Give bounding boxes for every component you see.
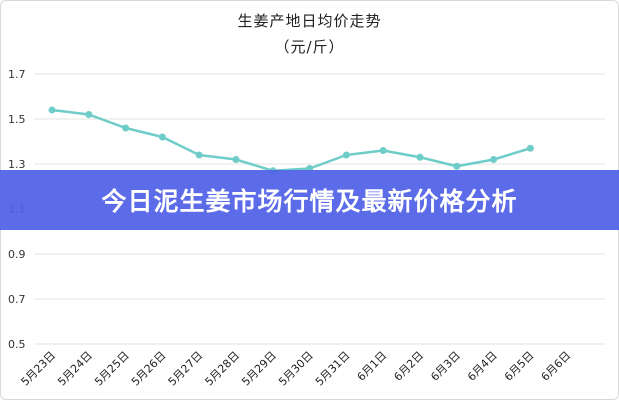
y-tick-label: 0.7 — [8, 293, 26, 306]
chart-subtitle: （元/斤） — [274, 38, 345, 56]
x-tick-label: 5月23日 — [19, 349, 59, 389]
data-point — [48, 106, 56, 114]
data-point — [232, 156, 240, 163]
x-tick-label: 5月29日 — [239, 349, 279, 389]
x-tick-label: 5月27日 — [166, 349, 206, 389]
y-tick-label: 1.5 — [8, 113, 26, 126]
chart-title: 生姜产地日均价走势 — [237, 12, 382, 30]
data-point — [379, 147, 387, 154]
headline-text: 今日泥生姜市场行情及最新价格分析 — [101, 187, 518, 216]
x-tick-label: 6月3日 — [428, 349, 463, 384]
x-tick-label: 5月28日 — [203, 349, 243, 389]
x-tick-label: 5月25日 — [92, 349, 132, 389]
x-tick-label: 5月31日 — [313, 349, 353, 389]
x-tick-label: 6月4日 — [465, 349, 500, 384]
y-tick-label: 1.3 — [8, 158, 26, 171]
x-tick-label: 6月2日 — [391, 349, 426, 384]
data-point — [122, 124, 130, 132]
data-point — [85, 111, 93, 118]
x-tick-label: 6月5日 — [502, 349, 537, 384]
data-point — [342, 151, 350, 159]
data-point — [158, 133, 166, 141]
x-tick-label: 5月30日 — [276, 349, 316, 389]
y-tick-label: 0.9 — [8, 248, 26, 261]
x-tick-label: 5月26日 — [129, 349, 169, 389]
series-line — [51, 108, 531, 172]
y-tick-label: 1.7 — [8, 68, 26, 81]
x-tick-label: 6月1日 — [355, 349, 390, 384]
headline-banner: 今日泥生姜市场行情及最新价格分析 — [0, 170, 619, 230]
data-point — [195, 151, 203, 159]
x-tick-label: 5月24日 — [55, 349, 95, 389]
data-point — [453, 162, 461, 170]
data-point — [526, 144, 534, 152]
data-point — [416, 153, 424, 161]
y-tick-label: 0.5 — [8, 338, 26, 351]
x-tick-label: 6月6日 — [539, 349, 574, 384]
data-point — [490, 156, 498, 163]
